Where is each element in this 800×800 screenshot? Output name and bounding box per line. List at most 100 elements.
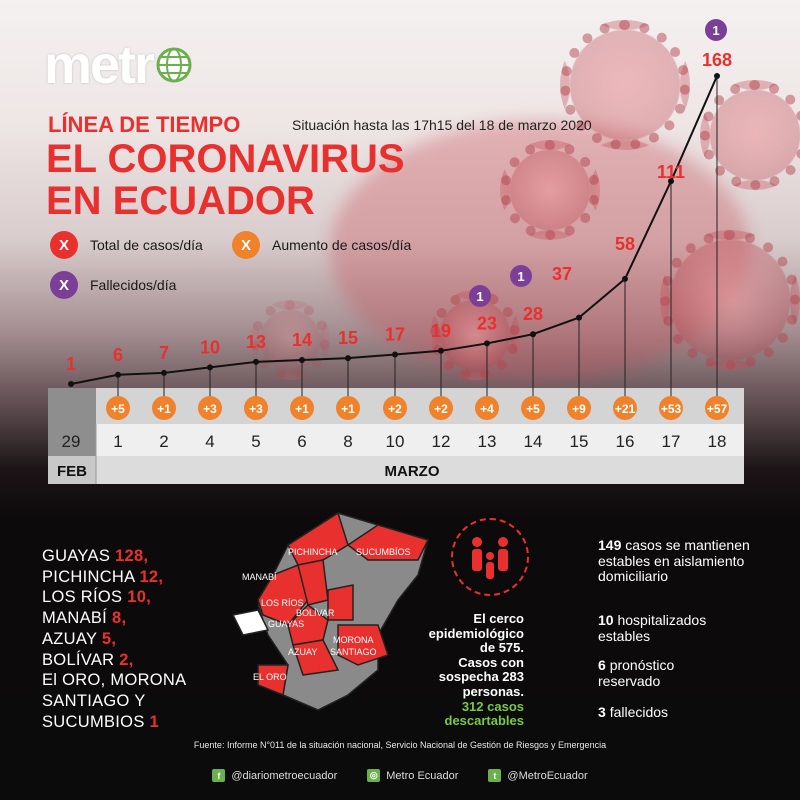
provinces-list: GUAYAS 128, PICHINCHA 12, LOS RÍOS 10, MANA…: [42, 546, 186, 732]
death-badge: [469, 285, 491, 307]
increase-label: +1: [295, 402, 309, 416]
province-line: MANABÍ 8,: [42, 608, 186, 629]
day-label: 17: [662, 432, 681, 451]
day-label: 4: [205, 432, 214, 451]
stat-text: pronóstico reservado: [598, 657, 675, 689]
increase-label: +4: [480, 402, 494, 416]
province-name: SUCUMBIOS: [42, 712, 150, 731]
increase-badge: [383, 396, 407, 420]
increase-badge: [198, 396, 222, 420]
social-twitter[interactable]: t @MetroEcuador: [488, 769, 588, 782]
cerco-line: personas.: [462, 683, 524, 699]
day-label: 5: [251, 432, 260, 451]
map-region-el-oro: [257, 664, 289, 697]
map-label: AZUAY: [288, 647, 317, 657]
social-facebook[interactable]: f @diariometroecuador: [212, 769, 337, 782]
increase-badge: [659, 396, 683, 420]
total-cases-label: 37: [552, 264, 572, 284]
legend-total: X Total de casos/día: [50, 231, 203, 259]
province-line: PICHINCHA 12,: [42, 567, 186, 588]
total-cases-label: 17: [385, 324, 405, 344]
stat-aislamiento: 149 casos se mantienen estables en aisla…: [598, 537, 788, 585]
month-label-marzo: MARZO: [385, 463, 440, 480]
page-title-line2: EN ECUADOR: [46, 179, 315, 223]
increase-badge: [244, 396, 268, 420]
cerco-line: El cerco: [473, 611, 524, 626]
social-instagram[interactable]: ◎ Metro Ecuador: [367, 769, 458, 782]
total-cases-label: 10: [200, 337, 220, 357]
logo-text: metr: [44, 35, 155, 95]
province-name: PICHINCHA: [42, 567, 140, 586]
province-sep: ,: [111, 629, 117, 648]
province-sep: ,: [128, 650, 134, 669]
map-region-santa-elena: [231, 609, 270, 636]
day-label: 16: [616, 432, 635, 451]
total-cases-point: [392, 351, 398, 358]
virus-decoration: [500, 140, 600, 240]
province-line: SANTIAGO Y: [42, 691, 186, 712]
province-count: 8: [111, 609, 122, 628]
province-count: 12: [139, 567, 159, 586]
day-label: 13: [478, 432, 497, 451]
province-count: 2: [119, 650, 129, 669]
province-line: AZUAY 5,: [42, 629, 186, 650]
stat-fallecidos: 3 fallecidos: [598, 704, 788, 721]
map-region-bolivar: [327, 584, 354, 621]
province-count: 10: [127, 588, 147, 607]
province-line: SUCUMBIOS 1: [42, 712, 186, 733]
situation-date: Situación hasta las 17h15 del 18 de marz…: [292, 117, 592, 133]
total-cases-label: 23: [477, 313, 497, 333]
province-name: LOS RÍOS: [42, 588, 128, 607]
province-sep: ,: [146, 588, 152, 607]
total-cases-point: [299, 357, 305, 364]
social-links: f @diariometroecuador ◎ Metro Ecuador t @Me…: [0, 769, 800, 782]
total-cases-label: 15: [338, 328, 358, 348]
total-cases-point: [530, 331, 536, 338]
total-cases-point: [576, 314, 582, 321]
day-label: 12: [432, 432, 451, 451]
increase-label: +2: [388, 402, 402, 416]
stat-reservado: 6 pronóstico reservado: [598, 657, 728, 689]
purple-x-icon: X: [50, 271, 78, 299]
total-cases-point: [668, 178, 674, 185]
death-badge-label: 1: [712, 23, 719, 38]
total-cases-label: 1: [66, 354, 76, 374]
province-line: GUAYAS 128,: [42, 546, 186, 567]
increase-label: +53: [661, 402, 682, 416]
total-cases-label: 58: [615, 234, 635, 254]
stat-text: casos se mantienen estables en aislamien…: [598, 537, 750, 584]
month-label-feb: FEB: [57, 463, 87, 480]
metro-logo: metr: [44, 35, 192, 95]
province-sep: ,: [143, 547, 149, 565]
cerco-line: epidemiológico: [428, 625, 524, 641]
globe-icon: [156, 47, 192, 83]
cerco-epidemiologico: El cerco epidemiológico de 575. Casos co…: [426, 611, 524, 729]
death-badge-label: 1: [476, 289, 483, 304]
death-badge: [705, 19, 727, 41]
province-name: GUAYAS: [42, 547, 116, 565]
increase-badge: [152, 396, 176, 420]
increase-label: +21: [615, 402, 636, 416]
province-line: BOLÍVAR 2,: [42, 650, 186, 671]
stat-number: 3: [598, 704, 606, 720]
increase-badge: [290, 396, 314, 420]
province-name: MANABÍ: [42, 609, 112, 628]
red-x-icon: X: [50, 231, 78, 259]
map-region-guayas: [287, 604, 329, 646]
total-cases-point: [68, 381, 74, 387]
people-icon: [451, 518, 529, 596]
orange-x-icon: X: [232, 231, 260, 259]
total-cases-label: 28: [523, 304, 543, 324]
total-cases-label: 111: [657, 162, 685, 182]
increase-label: +3: [203, 402, 217, 416]
province-name: BOLÍVAR: [42, 650, 120, 669]
province-sep: ,: [158, 567, 164, 586]
province-sep: ,: [121, 609, 127, 628]
facebook-icon: f: [212, 769, 226, 782]
legend-total-label: Total de casos/día: [90, 237, 203, 253]
total-cases-point: [345, 355, 351, 362]
increase-badge: [567, 396, 591, 420]
page-title-line1: EL CORONAVIRUS: [46, 137, 405, 181]
total-cases-point: [207, 364, 213, 371]
